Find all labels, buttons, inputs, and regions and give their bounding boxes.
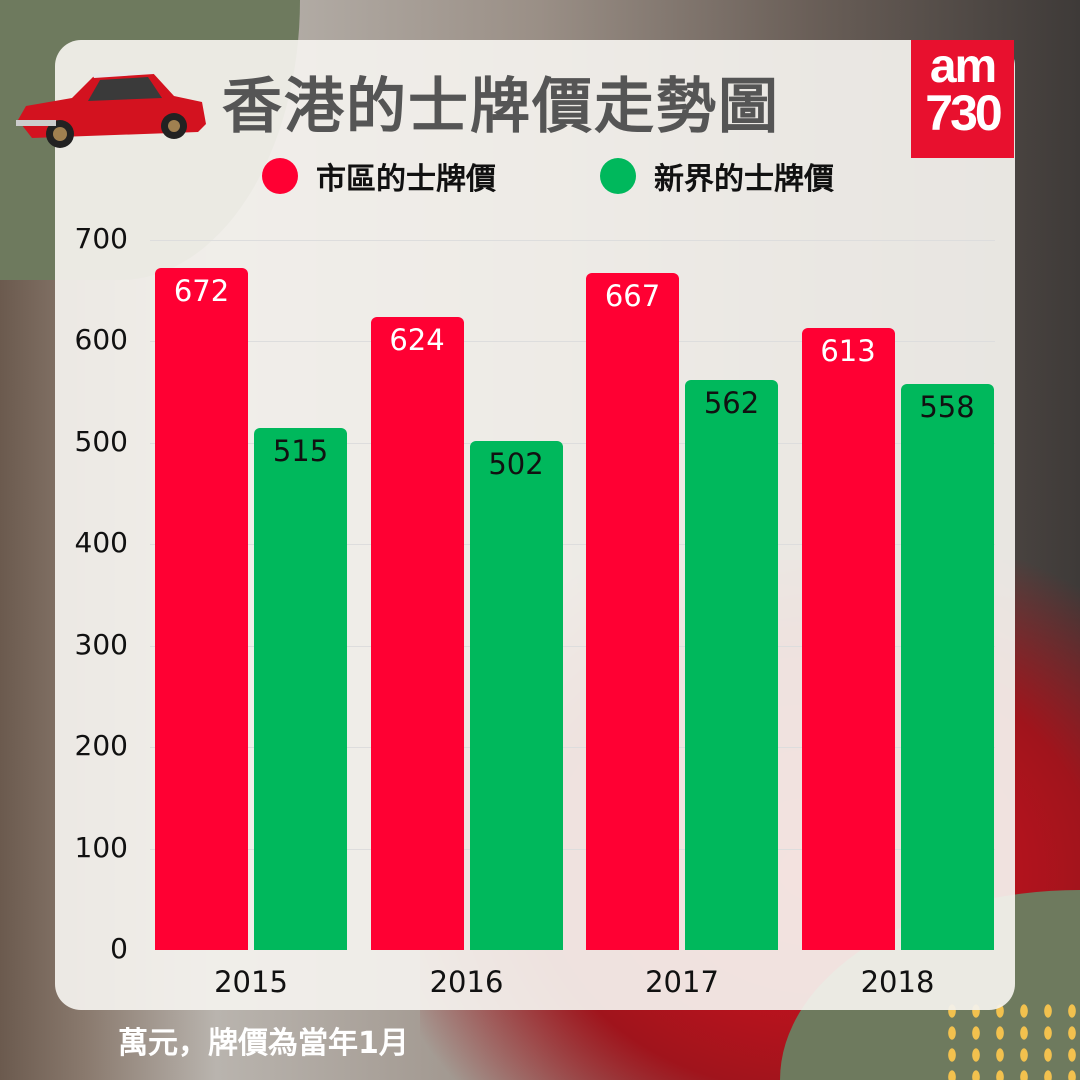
legend-swatch	[262, 158, 298, 194]
gridline	[150, 848, 995, 850]
data-label: 672	[173, 274, 230, 309]
data-label: 613	[820, 334, 876, 369]
x-tick-label: 2015	[214, 965, 288, 999]
data-label: 667	[604, 279, 661, 314]
chart-title: 香港的士牌價走勢圖	[222, 72, 780, 142]
legend-label: 市區的士牌價	[316, 162, 496, 197]
gridline	[150, 544, 995, 546]
y-tick-label: 200	[74, 729, 128, 763]
legend-item-urban: 市區的士牌價	[262, 156, 496, 197]
data-label: 562	[703, 385, 760, 420]
bar-urban-2018	[801, 328, 895, 950]
footnote: 萬元，牌價為當年1月	[118, 1026, 409, 1061]
data-label: 558	[919, 390, 975, 425]
bar-nt-2018	[900, 384, 994, 950]
bar-urban-2015	[155, 268, 248, 950]
bar-urban-2016	[370, 317, 464, 950]
bar-nt-2016	[469, 440, 563, 950]
data-label: 515	[272, 433, 329, 468]
y-tick-label: 500	[74, 424, 128, 458]
logo-text: am	[929, 40, 997, 93]
x-tick-label: 2018	[860, 965, 935, 999]
y-tick-label: 300	[74, 627, 128, 661]
y-tick-label: 0	[110, 932, 128, 965]
gridline	[150, 747, 995, 749]
y-tick-label: 100	[74, 830, 128, 864]
gridline	[150, 442, 995, 444]
y-tick-label: 400	[74, 526, 128, 560]
y-tick-label: 700	[74, 222, 128, 255]
bar-nt-2015	[254, 427, 347, 950]
legend-swatch	[600, 158, 636, 194]
legend-label: 新界的士牌價	[654, 162, 834, 197]
data-label: 624	[389, 323, 445, 358]
bar-urban-2017	[586, 273, 679, 950]
gridline	[150, 240, 995, 241]
y-tick-label: 600	[74, 323, 128, 357]
am730-logo: am 730	[911, 40, 1014, 158]
taxi-icon	[16, 70, 206, 148]
decorative-dots	[940, 1000, 1080, 1080]
gridline	[150, 341, 995, 343]
x-tick-label: 2016	[429, 965, 504, 999]
data-label: 502	[488, 446, 544, 481]
logo-text: 730	[925, 84, 1002, 141]
x-tick-label: 2017	[645, 965, 719, 999]
legend-item-nt: 新界的士牌價	[600, 156, 834, 197]
gridline	[150, 645, 995, 647]
bar-nt-2017	[685, 379, 778, 950]
